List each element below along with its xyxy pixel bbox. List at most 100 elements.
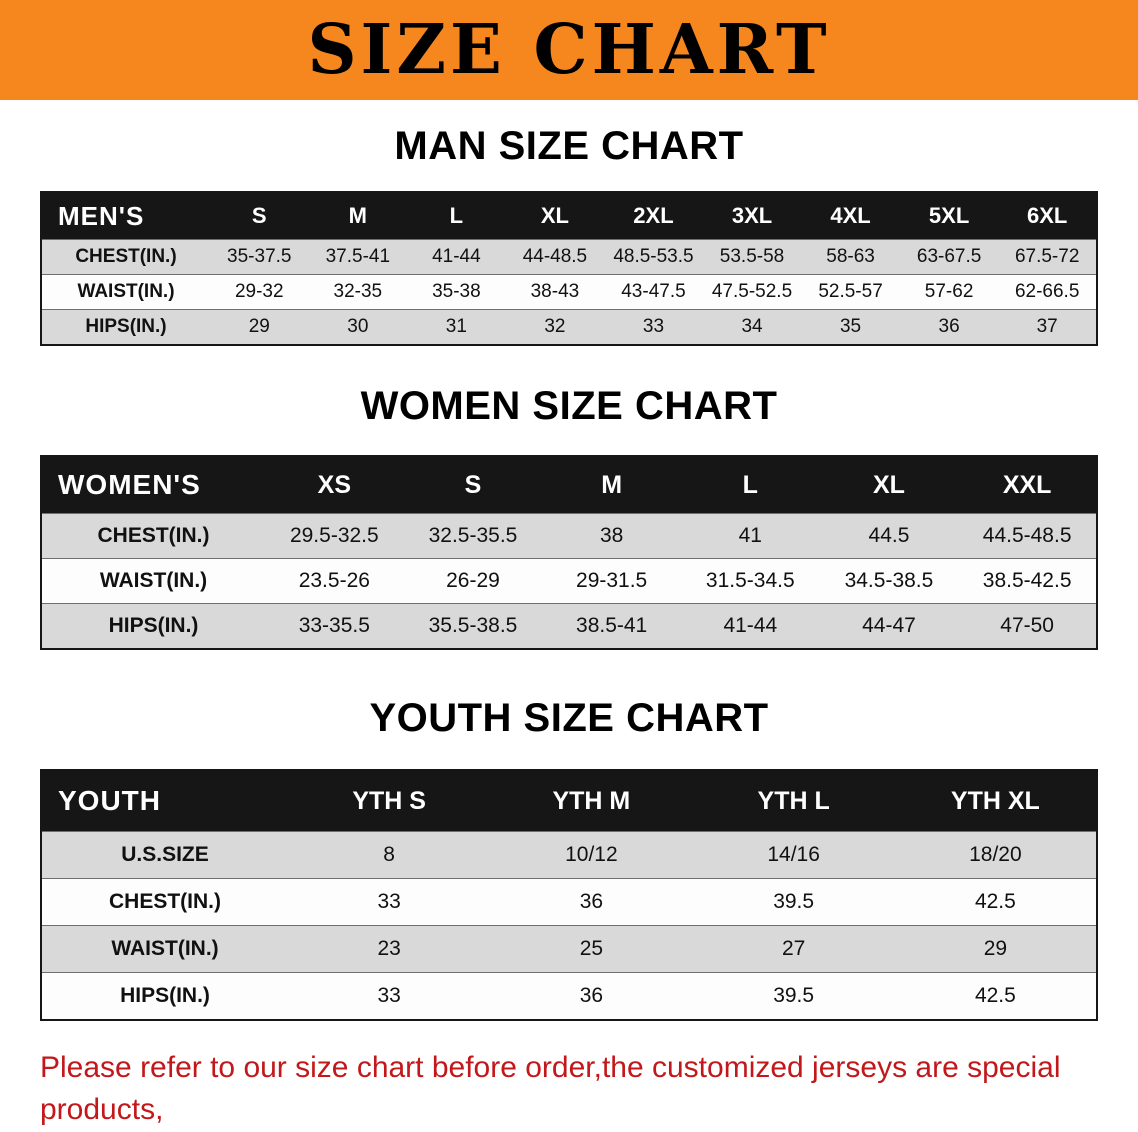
size-cell: 47-50 bbox=[1000, 614, 1054, 637]
size-cell: 38.5-42.5 bbox=[982, 569, 1072, 592]
size-column-header: M bbox=[542, 456, 681, 514]
size-cell: 47.5-52.5 bbox=[711, 281, 793, 302]
size-cell: 32-35 bbox=[333, 281, 383, 302]
size-cell: 23 bbox=[377, 937, 401, 960]
row-label: WAIST(IN.) bbox=[77, 281, 175, 302]
size-cell: 27 bbox=[781, 937, 806, 960]
size-cell: 23.5-26 bbox=[298, 569, 370, 592]
table-row: CHEST(IN.) 35-37.5 37.5-41 41-44 44-48.5… bbox=[41, 239, 1097, 275]
youth-size-table: YOUTH YTH S YTH M YTH L YTH XL U.S.SIZE … bbox=[40, 769, 1098, 1021]
size-column-header: XL bbox=[819, 456, 959, 514]
size-cell: 33 bbox=[377, 890, 401, 913]
table-row: CHEST(IN.) 33 36 39.5 42.5 bbox=[41, 878, 1097, 926]
size-cell: 14/16 bbox=[767, 843, 820, 866]
size-cell: 63-67.5 bbox=[916, 246, 982, 267]
size-cell: 52.5-57 bbox=[818, 281, 883, 302]
size-column-header: L bbox=[680, 456, 820, 514]
size-cell: 36 bbox=[938, 316, 960, 337]
size-column-header: 4XL bbox=[801, 192, 900, 240]
women-size-chart-section: WOMEN SIZE CHART WOMEN'S XS S M L XL XXL… bbox=[0, 384, 1138, 650]
size-column-header: XL bbox=[505, 192, 605, 240]
row-label: HIPS(IN.) bbox=[120, 984, 210, 1007]
size-cell: 8 bbox=[383, 843, 395, 866]
row-label: HIPS(IN.) bbox=[108, 614, 199, 637]
size-column-header: YTH S bbox=[288, 770, 491, 832]
size-cell: 33 bbox=[377, 984, 401, 1007]
size-column-header: XXL bbox=[958, 456, 1097, 514]
page-title: SIZE CHART bbox=[307, 10, 831, 90]
size-cell: 36 bbox=[579, 890, 604, 913]
row-label: WAIST(IN.) bbox=[111, 937, 219, 960]
row-label: U.S.SIZE bbox=[121, 843, 209, 866]
row-label: CHEST(IN.) bbox=[97, 524, 210, 547]
size-column-header: 6XL bbox=[998, 192, 1097, 240]
size-cell: 32 bbox=[544, 316, 566, 337]
table-row: WAIST(IN.) 23.5-26 26-29 29-31.5 31.5-34… bbox=[41, 558, 1097, 604]
size-cell: 29 bbox=[983, 937, 1008, 960]
row-label: HIPS(IN.) bbox=[85, 316, 167, 337]
size-cell: 38.5-41 bbox=[576, 614, 648, 637]
men-table-header-row: MEN'S S M L XL 2XL 3XL 4XL 5XL 6XL bbox=[41, 192, 1097, 240]
size-cell: 62-66.5 bbox=[1014, 281, 1080, 302]
size-column-header: S bbox=[403, 456, 543, 514]
men-size-table: MEN'S S M L XL 2XL 3XL 4XL 5XL 6XL CHEST… bbox=[40, 191, 1098, 346]
size-column-header: YTH M bbox=[490, 770, 693, 832]
size-cell: 57-62 bbox=[924, 281, 974, 302]
youth-chart-heading: YOUTH SIZE CHART bbox=[369, 696, 769, 740]
size-cell: 31 bbox=[445, 316, 467, 337]
table-row: WAIST(IN.) 29-32 32-35 35-38 38-43 43-47… bbox=[41, 274, 1097, 310]
size-cell: 44.5-48.5 bbox=[982, 524, 1072, 547]
policy-line-1: Please refer to our size chart before or… bbox=[40, 1051, 1061, 1126]
women-table-title-cell: WOMEN'S bbox=[41, 456, 265, 514]
size-column-header: 3XL bbox=[702, 192, 802, 240]
size-cell: 44-48.5 bbox=[522, 246, 588, 267]
size-cell: 42.5 bbox=[974, 984, 1016, 1007]
size-cell: 25 bbox=[579, 937, 604, 960]
row-label: CHEST(IN.) bbox=[109, 890, 221, 913]
size-column-header: 5XL bbox=[899, 192, 999, 240]
row-label: CHEST(IN.) bbox=[75, 246, 177, 267]
table-row: HIPS(IN.) 33 36 39.5 42.5 bbox=[41, 972, 1097, 1020]
size-cell: 48.5-53.5 bbox=[613, 246, 694, 267]
men-table-title-cell: MEN'S bbox=[41, 192, 210, 240]
size-cell: 32.5-35.5 bbox=[428, 524, 518, 547]
size-column-header: M bbox=[308, 192, 408, 240]
size-cell: 18/20 bbox=[969, 843, 1022, 866]
size-cell: 43-47.5 bbox=[621, 281, 686, 302]
size-cell: 44.5 bbox=[868, 524, 910, 547]
size-cell: 38-43 bbox=[530, 281, 580, 302]
size-cell: 58-63 bbox=[826, 246, 875, 267]
women-size-table: WOMEN'S XS S M L XL XXL CHEST(IN.) 29.5-… bbox=[40, 455, 1098, 650]
size-cell: 34.5-38.5 bbox=[844, 569, 934, 592]
size-column-header: 2XL bbox=[604, 192, 703, 240]
size-cell: 41 bbox=[738, 524, 762, 547]
men-size-chart-section: MAN SIZE CHART MEN'S S M L XL 2XL 3XL 4X… bbox=[0, 124, 1138, 346]
size-cell: 39.5 bbox=[773, 890, 815, 913]
table-row: U.S.SIZE 8 10/12 14/16 18/20 bbox=[41, 831, 1097, 879]
size-column-header: XS bbox=[265, 456, 404, 514]
size-cell: 31.5-34.5 bbox=[705, 569, 795, 592]
banner: SIZE CHART bbox=[0, 0, 1138, 100]
order-policy-note: Please refer to our size chart before or… bbox=[40, 1047, 1098, 1132]
size-cell: 26-29 bbox=[446, 569, 500, 592]
size-cell: 29-31.5 bbox=[576, 569, 648, 592]
table-row: HIPS(IN.) 29 30 31 32 33 34 35 36 37 bbox=[41, 309, 1097, 345]
size-cell: 35 bbox=[839, 316, 862, 337]
size-cell: 29.5-32.5 bbox=[289, 524, 379, 547]
size-cell: 34 bbox=[741, 316, 763, 337]
size-column-header: S bbox=[210, 192, 309, 240]
size-cell: 35-37.5 bbox=[227, 246, 292, 267]
women-chart-heading: WOMEN SIZE CHART bbox=[360, 384, 778, 428]
size-cell: 39.5 bbox=[773, 984, 815, 1007]
size-cell: 29-32 bbox=[234, 281, 284, 302]
size-column-header: YTH L bbox=[692, 770, 895, 832]
youth-table-title-cell: YOUTH bbox=[41, 770, 288, 832]
table-row: CHEST(IN.) 29.5-32.5 32.5-35.5 38 41 44.… bbox=[41, 513, 1097, 559]
table-row: HIPS(IN.) 33-35.5 35.5-38.5 38.5-41 41-4… bbox=[41, 603, 1097, 649]
men-chart-heading: MAN SIZE CHART bbox=[394, 124, 744, 168]
size-cell: 29 bbox=[248, 316, 270, 337]
table-row: WAIST(IN.) 23 25 27 29 bbox=[41, 925, 1097, 973]
size-cell: 10/12 bbox=[565, 843, 618, 866]
size-cell: 37 bbox=[1036, 316, 1058, 337]
